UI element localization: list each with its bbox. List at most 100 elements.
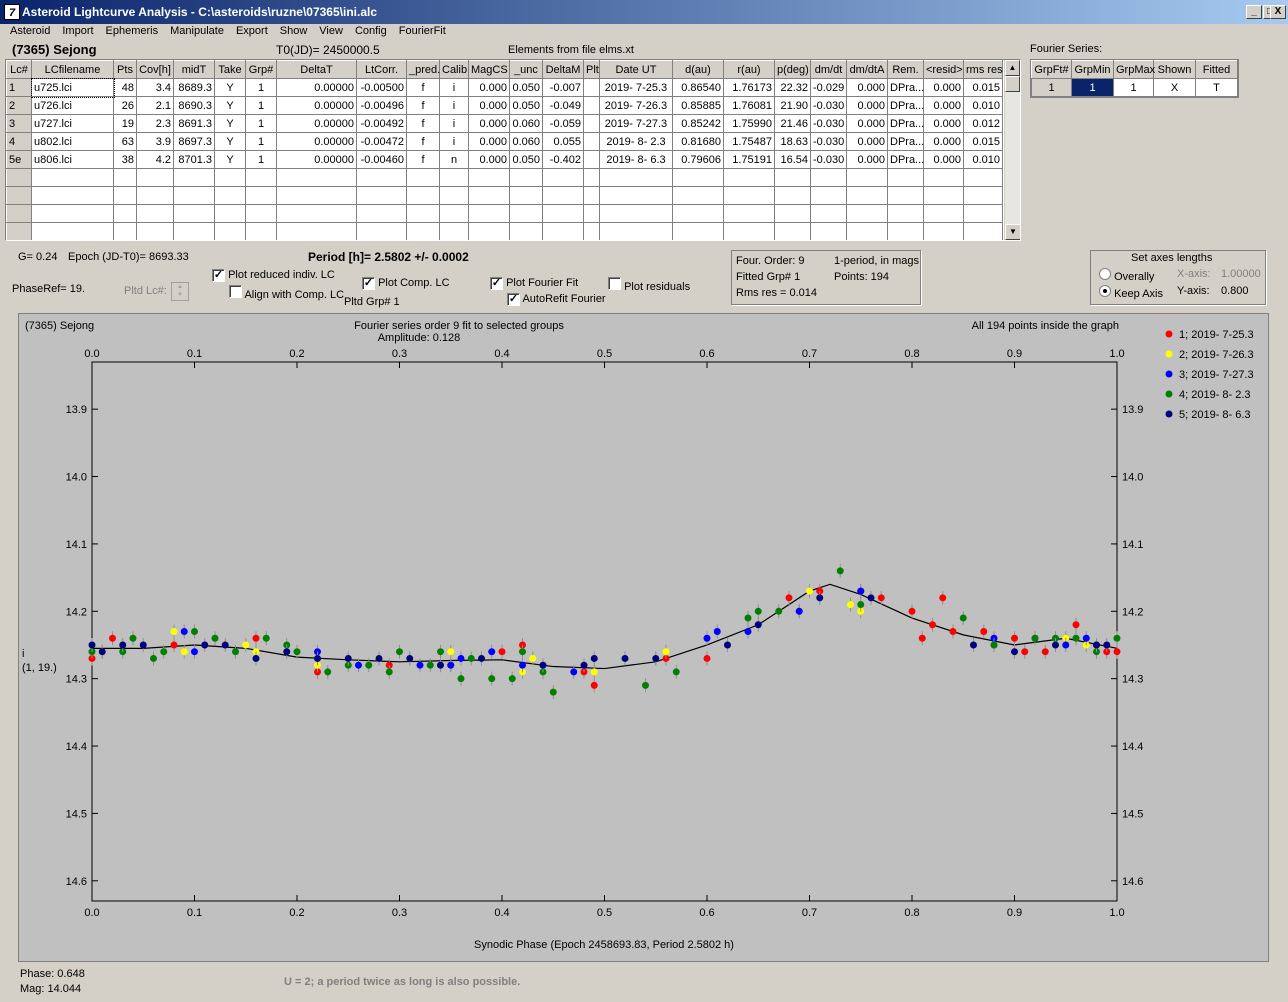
table-cell[interactable]: 0.000 bbox=[468, 114, 510, 133]
table-cell[interactable]: f bbox=[406, 78, 440, 97]
table-cell[interactable]: f bbox=[406, 150, 440, 169]
table-cell[interactable]: 4.2 bbox=[136, 150, 174, 169]
table-cell[interactable]: 0.85242 bbox=[672, 114, 724, 133]
table-cell[interactable]: Y bbox=[214, 150, 246, 169]
table-cell[interactable]: 0.050 bbox=[509, 96, 543, 115]
menu-item-show[interactable]: Show bbox=[279, 25, 308, 37]
table-cell[interactable]: -0.049 bbox=[542, 96, 584, 115]
table-cell[interactable]: 2019- 7-27.3 bbox=[599, 114, 673, 133]
table-cell[interactable]: -0.029 bbox=[810, 78, 847, 97]
table-cell[interactable]: 0.000 bbox=[846, 132, 888, 151]
table-cell[interactable]: 21.90 bbox=[774, 96, 811, 115]
align-comp-checkbox[interactable]: Align with Comp. LC bbox=[229, 285, 344, 301]
table-cell[interactable]: -0.00496 bbox=[356, 96, 407, 115]
autorefit-checkbox[interactable]: ✓ AutoRefit Fourier bbox=[507, 293, 606, 306]
table-cell[interactable]: 0.000 bbox=[468, 150, 510, 169]
empty-row[interactable] bbox=[6, 204, 1003, 223]
table-cell[interactable] bbox=[583, 114, 600, 133]
table-cell[interactable]: 63 bbox=[113, 132, 137, 151]
table-cell[interactable]: -0.030 bbox=[810, 96, 847, 115]
table-row[interactable]: 5e u806.lci 38 4.2 8701.3 Y 1 0.00000 -0.00460 f n… bbox=[6, 150, 1003, 169]
menu-item-ephemeris[interactable]: Ephemeris bbox=[105, 25, 159, 37]
column-header[interactable]: <resid> bbox=[923, 60, 964, 79]
table-cell[interactable]: 0.00000 bbox=[276, 150, 357, 169]
table-cell[interactable]: 0.000 bbox=[846, 96, 888, 115]
table-cell[interactable]: -0.00492 bbox=[356, 114, 407, 133]
table-cell[interactable]: 0.00000 bbox=[276, 78, 357, 97]
menu-item-export[interactable]: Export bbox=[235, 25, 268, 37]
table-cell[interactable]: 16.54 bbox=[774, 150, 811, 169]
menu-item-asteroid[interactable]: Asteroid bbox=[10, 25, 51, 37]
table-cell[interactable]: 0.00000 bbox=[276, 114, 357, 133]
table-cell[interactable]: -0.030 bbox=[810, 150, 847, 169]
table-cell[interactable]: 0.010 bbox=[963, 150, 1003, 169]
table-cell[interactable]: 1 bbox=[6, 78, 32, 97]
column-header[interactable]: rms res bbox=[963, 60, 1003, 79]
table-cell[interactable]: 0.015 bbox=[963, 132, 1003, 151]
table-cell[interactable]: 2.1 bbox=[136, 96, 174, 115]
empty-row[interactable] bbox=[6, 168, 1003, 187]
table-cell[interactable]: 0.015 bbox=[963, 78, 1003, 97]
table-cell[interactable]: 1.76173 bbox=[723, 78, 775, 97]
table-cell[interactable]: -0.00460 bbox=[356, 150, 407, 169]
table-cell[interactable]: 0.81680 bbox=[672, 132, 724, 151]
fourier-cell[interactable]: 1 bbox=[1113, 78, 1154, 97]
minimize-button[interactable]: _ bbox=[1246, 5, 1262, 19]
table-cell[interactable]: DPra... bbox=[887, 132, 924, 151]
table-cell[interactable]: -0.030 bbox=[810, 114, 847, 133]
fourier-cell[interactable]: 1 bbox=[1031, 78, 1072, 97]
close-button[interactable]: X bbox=[1270, 5, 1286, 19]
table-cell[interactable]: 0.000 bbox=[846, 150, 888, 169]
table-cell[interactable]: 19 bbox=[113, 114, 137, 133]
table-row[interactable]: 2 u726.lci 26 2.1 8690.3 Y 1 0.00000 -0.00496 f i 0… bbox=[6, 96, 1003, 115]
column-header[interactable]: dm/dt bbox=[810, 60, 847, 79]
column-header[interactable]: Rem. bbox=[887, 60, 924, 79]
table-cell[interactable]: 8689.3 bbox=[173, 78, 215, 97]
table-cell[interactable]: 21.46 bbox=[774, 114, 811, 133]
table-row[interactable]: 3 u727.lci 19 2.3 8691.3 Y 1 0.00000 -0.00492 f i 0… bbox=[6, 114, 1003, 133]
table-cell[interactable]: 0.85885 bbox=[672, 96, 724, 115]
empty-row[interactable] bbox=[6, 186, 1003, 205]
table-cell[interactable]: u726.lci bbox=[31, 96, 114, 115]
table-cell[interactable]: 2019- 7-25.3 bbox=[599, 78, 673, 97]
table-cell[interactable]: 1 bbox=[245, 78, 277, 97]
table-cell[interactable]: f bbox=[406, 96, 440, 115]
table-cell[interactable] bbox=[583, 132, 600, 151]
table-cell[interactable]: 48 bbox=[113, 78, 137, 97]
table-cell[interactable]: 1 bbox=[245, 114, 277, 133]
table-cell[interactable] bbox=[583, 150, 600, 169]
table-cell[interactable]: 1.76081 bbox=[723, 96, 775, 115]
plot-reduced-checkbox[interactable]: ✓ Plot reduced indiv. LC bbox=[212, 269, 335, 282]
table-cell[interactable]: 0.060 bbox=[509, 132, 543, 151]
column-header[interactable]: LtCorr. bbox=[356, 60, 407, 79]
plot-residuals-checkbox[interactable]: Plot residuals bbox=[608, 277, 690, 293]
table-cell[interactable]: -0.059 bbox=[542, 114, 584, 133]
table-cell[interactable]: 2.3 bbox=[136, 114, 174, 133]
table-cell[interactable]: 0.000 bbox=[923, 78, 964, 97]
column-header[interactable]: Lc# bbox=[6, 60, 32, 79]
table-cell[interactable]: 0.000 bbox=[923, 96, 964, 115]
column-header[interactable]: Date UT bbox=[599, 60, 673, 79]
plot-fourier-checkbox[interactable]: ✓ Plot Fourier Fit bbox=[490, 277, 579, 290]
table-cell[interactable]: 0.000 bbox=[468, 78, 510, 97]
table-cell[interactable]: i bbox=[439, 96, 469, 115]
x-axis-value[interactable]: 1.00000 bbox=[1221, 268, 1261, 280]
column-header[interactable]: Take bbox=[214, 60, 246, 79]
table-cell[interactable] bbox=[583, 78, 600, 97]
table-cell[interactable]: 38 bbox=[113, 150, 137, 169]
column-header[interactable]: d(au) bbox=[672, 60, 724, 79]
table-cell[interactable]: DPra... bbox=[887, 78, 924, 97]
empty-row[interactable] bbox=[6, 222, 1003, 240]
table-cell[interactable]: 8691.3 bbox=[173, 114, 215, 133]
table-cell[interactable]: 1 bbox=[245, 96, 277, 115]
overally-radio[interactable]: Overally bbox=[1099, 268, 1154, 283]
table-cell[interactable]: u802.lci bbox=[31, 132, 114, 151]
table-cell[interactable]: -0.00500 bbox=[356, 78, 407, 97]
table-cell[interactable]: -0.00472 bbox=[356, 132, 407, 151]
table-cell[interactable]: 0.000 bbox=[468, 96, 510, 115]
table-cell[interactable]: Y bbox=[214, 114, 246, 133]
column-header[interactable]: _pred. bbox=[406, 60, 440, 79]
scroll-thumb[interactable] bbox=[1005, 76, 1020, 92]
column-header[interactable]: Calib bbox=[439, 60, 469, 79]
table-row[interactable]: 1 u725.lci 48 3.4 8689.3 Y 1 0.00000 -0.00500 f i 0… bbox=[6, 77, 1003, 98]
